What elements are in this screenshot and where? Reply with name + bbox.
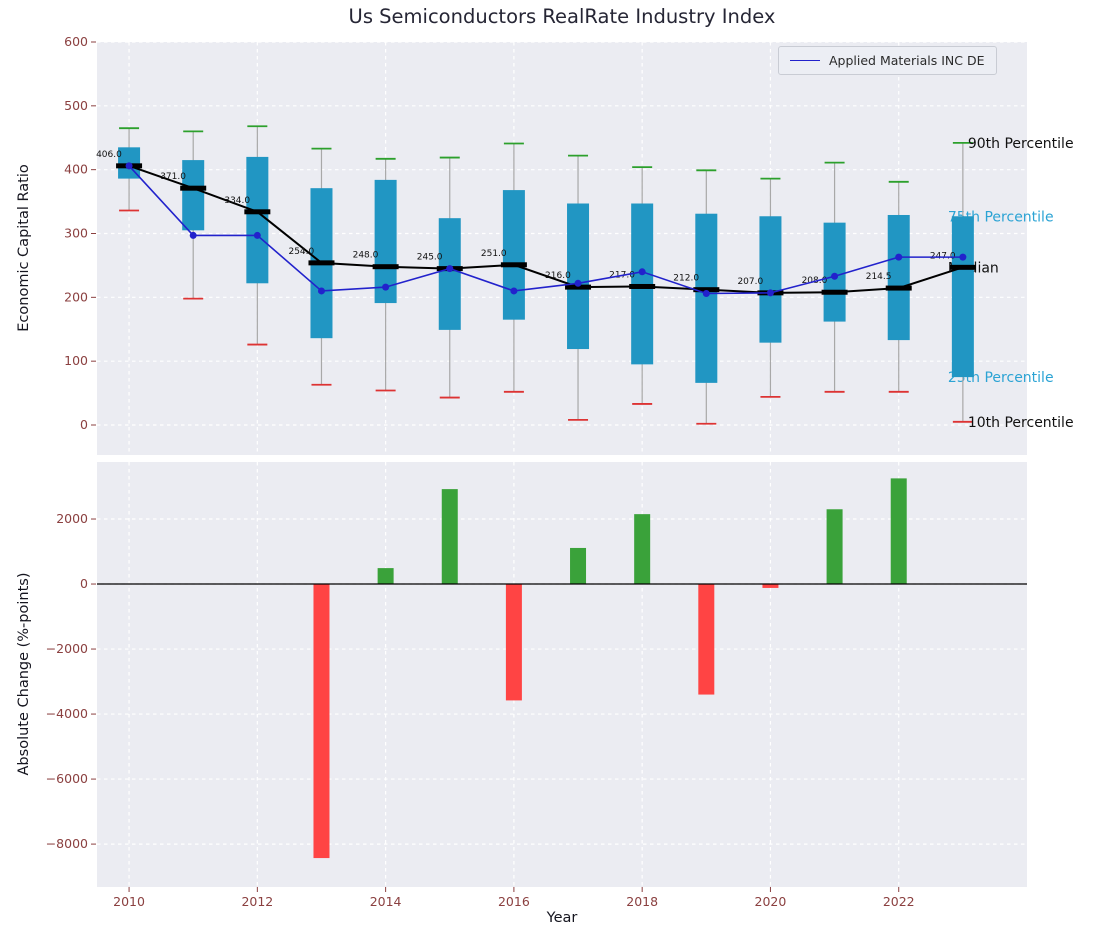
median-label: 207.0	[737, 277, 763, 287]
change-bar	[891, 478, 907, 584]
x-tick-label: 2020	[755, 894, 787, 909]
company-marker	[318, 287, 325, 294]
change-bar	[442, 489, 458, 584]
median-label: 254.0	[288, 247, 314, 257]
change-bar	[570, 548, 586, 584]
change-bar	[506, 584, 522, 700]
top-y-tick-label: 100	[64, 353, 88, 368]
top-y-axis-label: Economic Capital Ratio	[16, 164, 32, 331]
median-marker	[629, 284, 655, 289]
x-tick-label: 2018	[626, 894, 658, 909]
median-label: 248.0	[353, 251, 379, 261]
median-label: 406.0	[96, 150, 122, 160]
company-marker	[575, 280, 582, 287]
x-tick-label: 2016	[498, 894, 530, 909]
change-bar	[634, 514, 650, 584]
legend-label: Applied Materials INC DE	[829, 53, 985, 68]
median-marker	[180, 186, 206, 191]
top-y-tick-label: 0	[80, 417, 88, 432]
median-label: 245.0	[417, 253, 443, 263]
company-marker	[703, 290, 710, 297]
x-axis-label: Year	[547, 910, 578, 926]
change-bar	[313, 584, 329, 858]
bottom-y-tick-label: 0	[80, 576, 88, 591]
company-marker	[767, 289, 774, 296]
legend-line-sample	[790, 60, 820, 61]
company-marker	[895, 254, 902, 261]
bottom-y-tick-label: −4000	[46, 706, 88, 721]
annotation-p10: 10th Percentile	[968, 415, 1074, 431]
top-y-tick-label: 500	[64, 98, 88, 113]
company-marker	[126, 162, 133, 169]
x-tick-label: 2014	[370, 894, 402, 909]
bottom-plot-background	[97, 462, 1027, 887]
iqr-box	[824, 223, 846, 322]
iqr-box	[246, 157, 268, 283]
median-marker	[950, 265, 976, 270]
chart-figure: 0 100 200 300 400 500 600 2000 0 −2000 −4000 −6000 −…	[0, 0, 1107, 942]
iqr-box	[439, 218, 461, 330]
median-marker	[373, 264, 399, 269]
x-tick-label: 2012	[241, 894, 273, 909]
company-marker	[382, 284, 389, 291]
bottom-y-axis-label: Absolute Change (%-points)	[16, 573, 32, 776]
iqr-box	[695, 214, 717, 383]
median-label: 212.0	[673, 274, 699, 284]
top-y-tick-label: 400	[64, 162, 88, 177]
change-bar	[378, 568, 394, 584]
median-marker	[822, 290, 848, 295]
company-marker	[959, 254, 966, 261]
top-plot-background	[97, 42, 1027, 455]
x-tick-label: 2022	[883, 894, 915, 909]
iqr-box	[182, 160, 204, 230]
iqr-box	[631, 203, 653, 364]
top-y-tick-label: 600	[64, 34, 88, 49]
company-marker	[190, 232, 197, 239]
chart-canvas: 0 100 200 300 400 500 600 2000 0 −2000 −4000 −6000 −…	[0, 0, 1107, 942]
company-marker	[639, 268, 646, 275]
bottom-y-tick-label: −8000	[46, 836, 88, 851]
company-marker	[831, 273, 838, 280]
legend: Applied Materials INC DE	[778, 46, 997, 75]
change-bar	[698, 584, 714, 695]
change-bar	[827, 509, 843, 584]
median-label: 371.0	[160, 172, 186, 182]
median-marker	[244, 209, 270, 214]
iqr-box	[952, 216, 974, 377]
median-label: 216.0	[545, 271, 571, 281]
company-marker	[510, 287, 517, 294]
company-marker	[254, 232, 261, 239]
bottom-y-tick-label: 2000	[56, 511, 88, 526]
x-tick-label: 2010	[113, 894, 145, 909]
company-marker	[446, 265, 453, 272]
median-label: 214.5	[866, 272, 892, 282]
annotation-p90: 90th Percentile	[968, 136, 1074, 152]
median-label: 334.0	[224, 196, 250, 206]
top-y-tick-label: 200	[64, 289, 88, 304]
median-marker	[501, 262, 527, 267]
bottom-y-tick-label: −2000	[46, 641, 88, 656]
top-y-tick-label: 300	[64, 225, 88, 240]
median-marker	[308, 260, 334, 265]
median-label: 251.0	[481, 249, 507, 259]
chart-title: Us Semiconductors RealRate Industry Inde…	[97, 5, 1027, 28]
median-marker	[886, 286, 912, 291]
bottom-y-tick-label: −6000	[46, 771, 88, 786]
